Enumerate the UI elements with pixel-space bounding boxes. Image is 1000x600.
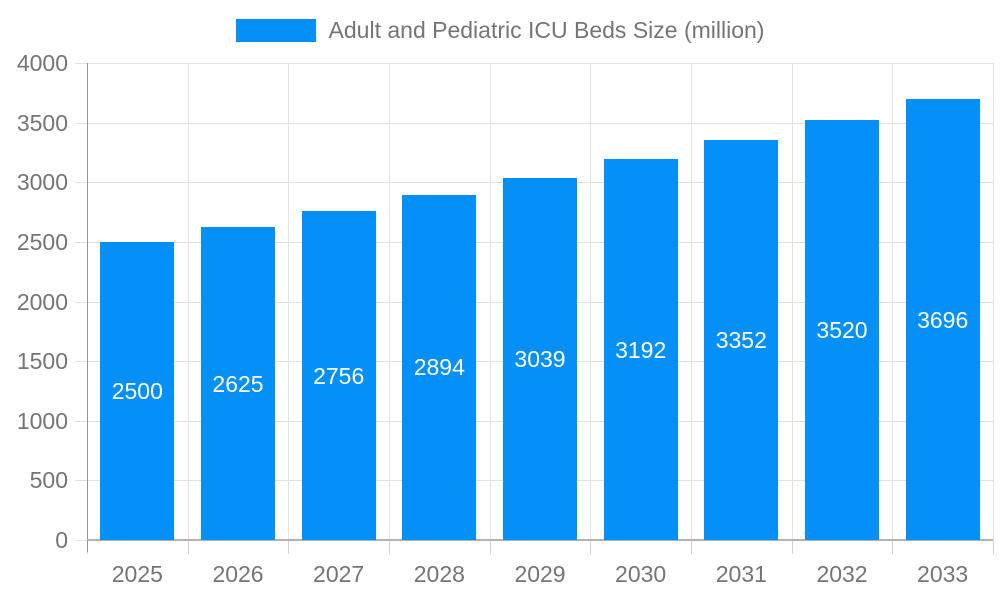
y-axis-label: 0 (55, 527, 68, 553)
x-gridline (590, 63, 591, 540)
y-gridline (75, 63, 993, 64)
x-tick (389, 540, 390, 554)
x-gridline (792, 63, 793, 540)
x-tick (188, 540, 189, 554)
x-axis-label: 2032 (816, 561, 868, 587)
x-gridline (490, 63, 491, 540)
x-tick (490, 540, 491, 554)
y-axis-label: 4000 (16, 50, 68, 76)
bar[interactable] (201, 227, 275, 540)
x-axis-label: 2025 (111, 561, 163, 587)
x-axis-label: 2029 (514, 561, 566, 587)
bar[interactable] (704, 140, 779, 540)
x-gridline (288, 63, 289, 540)
y-gridline (75, 123, 993, 124)
x-axis-label: 2030 (615, 561, 667, 587)
y-axis-label: 3500 (16, 109, 68, 136)
bar-value-label: 2625 (212, 370, 264, 397)
legend-label: Adult and Pediatric ICU Beds Size (milli… (328, 16, 765, 43)
bar[interactable] (402, 194, 477, 540)
x-tick (691, 540, 692, 554)
x-gridline (188, 63, 189, 540)
x-gridline (892, 63, 893, 540)
bar[interactable] (503, 177, 577, 540)
x-tick (590, 540, 591, 554)
x-axis-label: 2033 (917, 561, 969, 587)
y-tick (75, 540, 87, 541)
y-axis-label: 1500 (16, 348, 68, 375)
bar-value-label: 3039 (514, 345, 566, 372)
x-tick (792, 540, 793, 554)
y-axis-label: 2500 (16, 228, 68, 255)
bar-value-label: 3352 (715, 327, 767, 354)
bar[interactable] (905, 99, 980, 540)
bar[interactable] (603, 159, 678, 540)
y-axis-label: 3000 (16, 169, 68, 196)
x-gridline (691, 63, 692, 540)
bar-value-label: 3696 (917, 306, 969, 333)
bar[interactable] (100, 241, 175, 540)
legend[interactable]: Adult and Pediatric ICU Beds Size (milli… (0, 15, 1000, 45)
bar[interactable] (301, 211, 376, 540)
x-gridline (993, 63, 994, 540)
bar-value-label: 3192 (615, 336, 667, 363)
x-axis-label: 2031 (715, 561, 767, 587)
x-tick (288, 540, 289, 554)
bar-value-label: 3520 (816, 317, 868, 344)
x-axis-label: 2027 (313, 561, 365, 587)
x-tick (892, 540, 893, 554)
y-axis-label: 1000 (16, 407, 68, 434)
bar-value-label: 2500 (111, 377, 163, 404)
x-axis-line (87, 539, 993, 541)
y-axis-line (87, 63, 88, 552)
x-tick (993, 540, 994, 554)
x-axis-label: 2026 (212, 561, 264, 587)
x-gridline (389, 63, 390, 540)
bar-value-label: 2756 (313, 362, 365, 389)
x-axis-label: 2028 (413, 561, 465, 587)
bar[interactable] (805, 120, 879, 540)
legend-swatch (235, 18, 316, 42)
y-axis-label: 2000 (16, 288, 68, 315)
y-axis-label: 500 (29, 467, 68, 494)
bar-value-label: 2894 (413, 354, 465, 381)
